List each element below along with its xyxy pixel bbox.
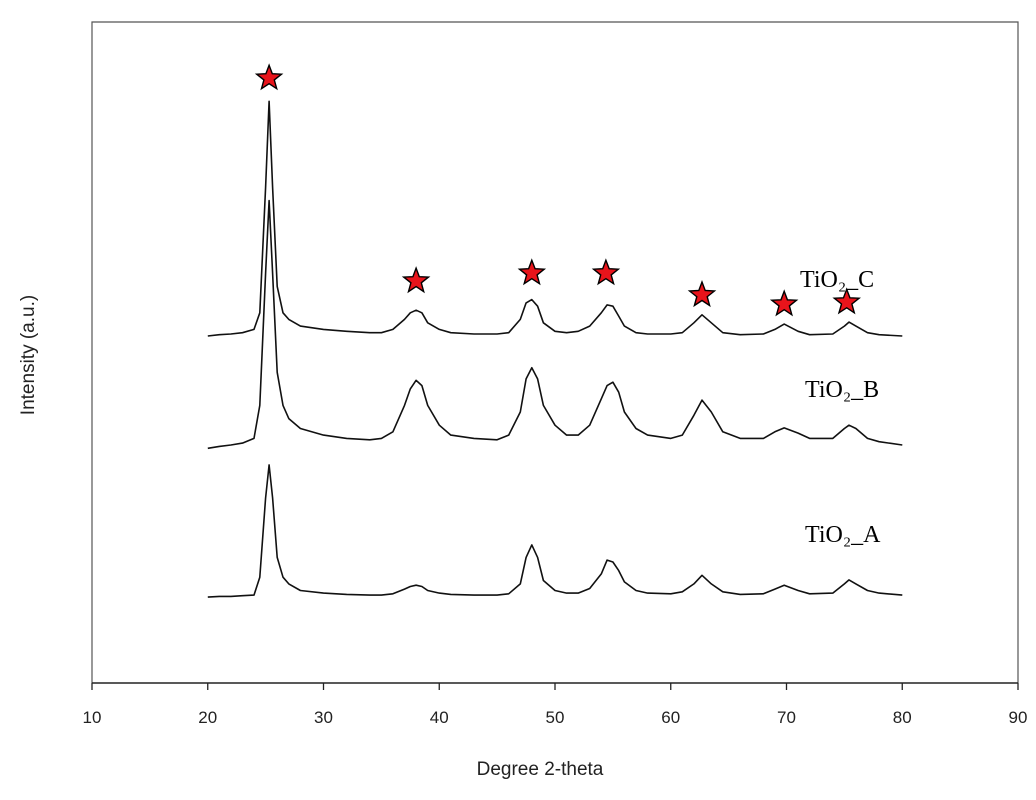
x-tick-label: 20 [198, 708, 217, 727]
x-tick-label: 90 [1009, 708, 1028, 727]
peak-star [517, 258, 547, 286]
series-label: TiO₂_A [805, 522, 881, 548]
plot-frame [91, 21, 1019, 683]
peak-star [687, 280, 717, 308]
x-tick-label: 30 [314, 708, 333, 727]
x-tick-label: 80 [893, 708, 912, 727]
x-tick-label: 10 [83, 708, 102, 727]
peak-star [769, 289, 799, 317]
peak-star [254, 63, 284, 91]
xrd-pattern [207, 199, 903, 450]
x-tick-label: 40 [430, 708, 449, 727]
x-tick-label: 70 [777, 708, 796, 727]
x-axis-title: Degree 2-theta [477, 759, 604, 780]
peak-star [401, 266, 431, 294]
xrd-pattern [207, 100, 903, 337]
y-axis-title: Intensity (a.u.) [18, 295, 39, 415]
peak-star [832, 287, 861, 315]
series-label: TiO₂_C [800, 267, 874, 293]
x-tick-label: 50 [546, 708, 565, 727]
peak-star [591, 258, 621, 286]
series-label: TiO₂_B [805, 377, 879, 403]
xrd-pattern [207, 464, 903, 598]
x-tick-label: 60 [661, 708, 680, 727]
